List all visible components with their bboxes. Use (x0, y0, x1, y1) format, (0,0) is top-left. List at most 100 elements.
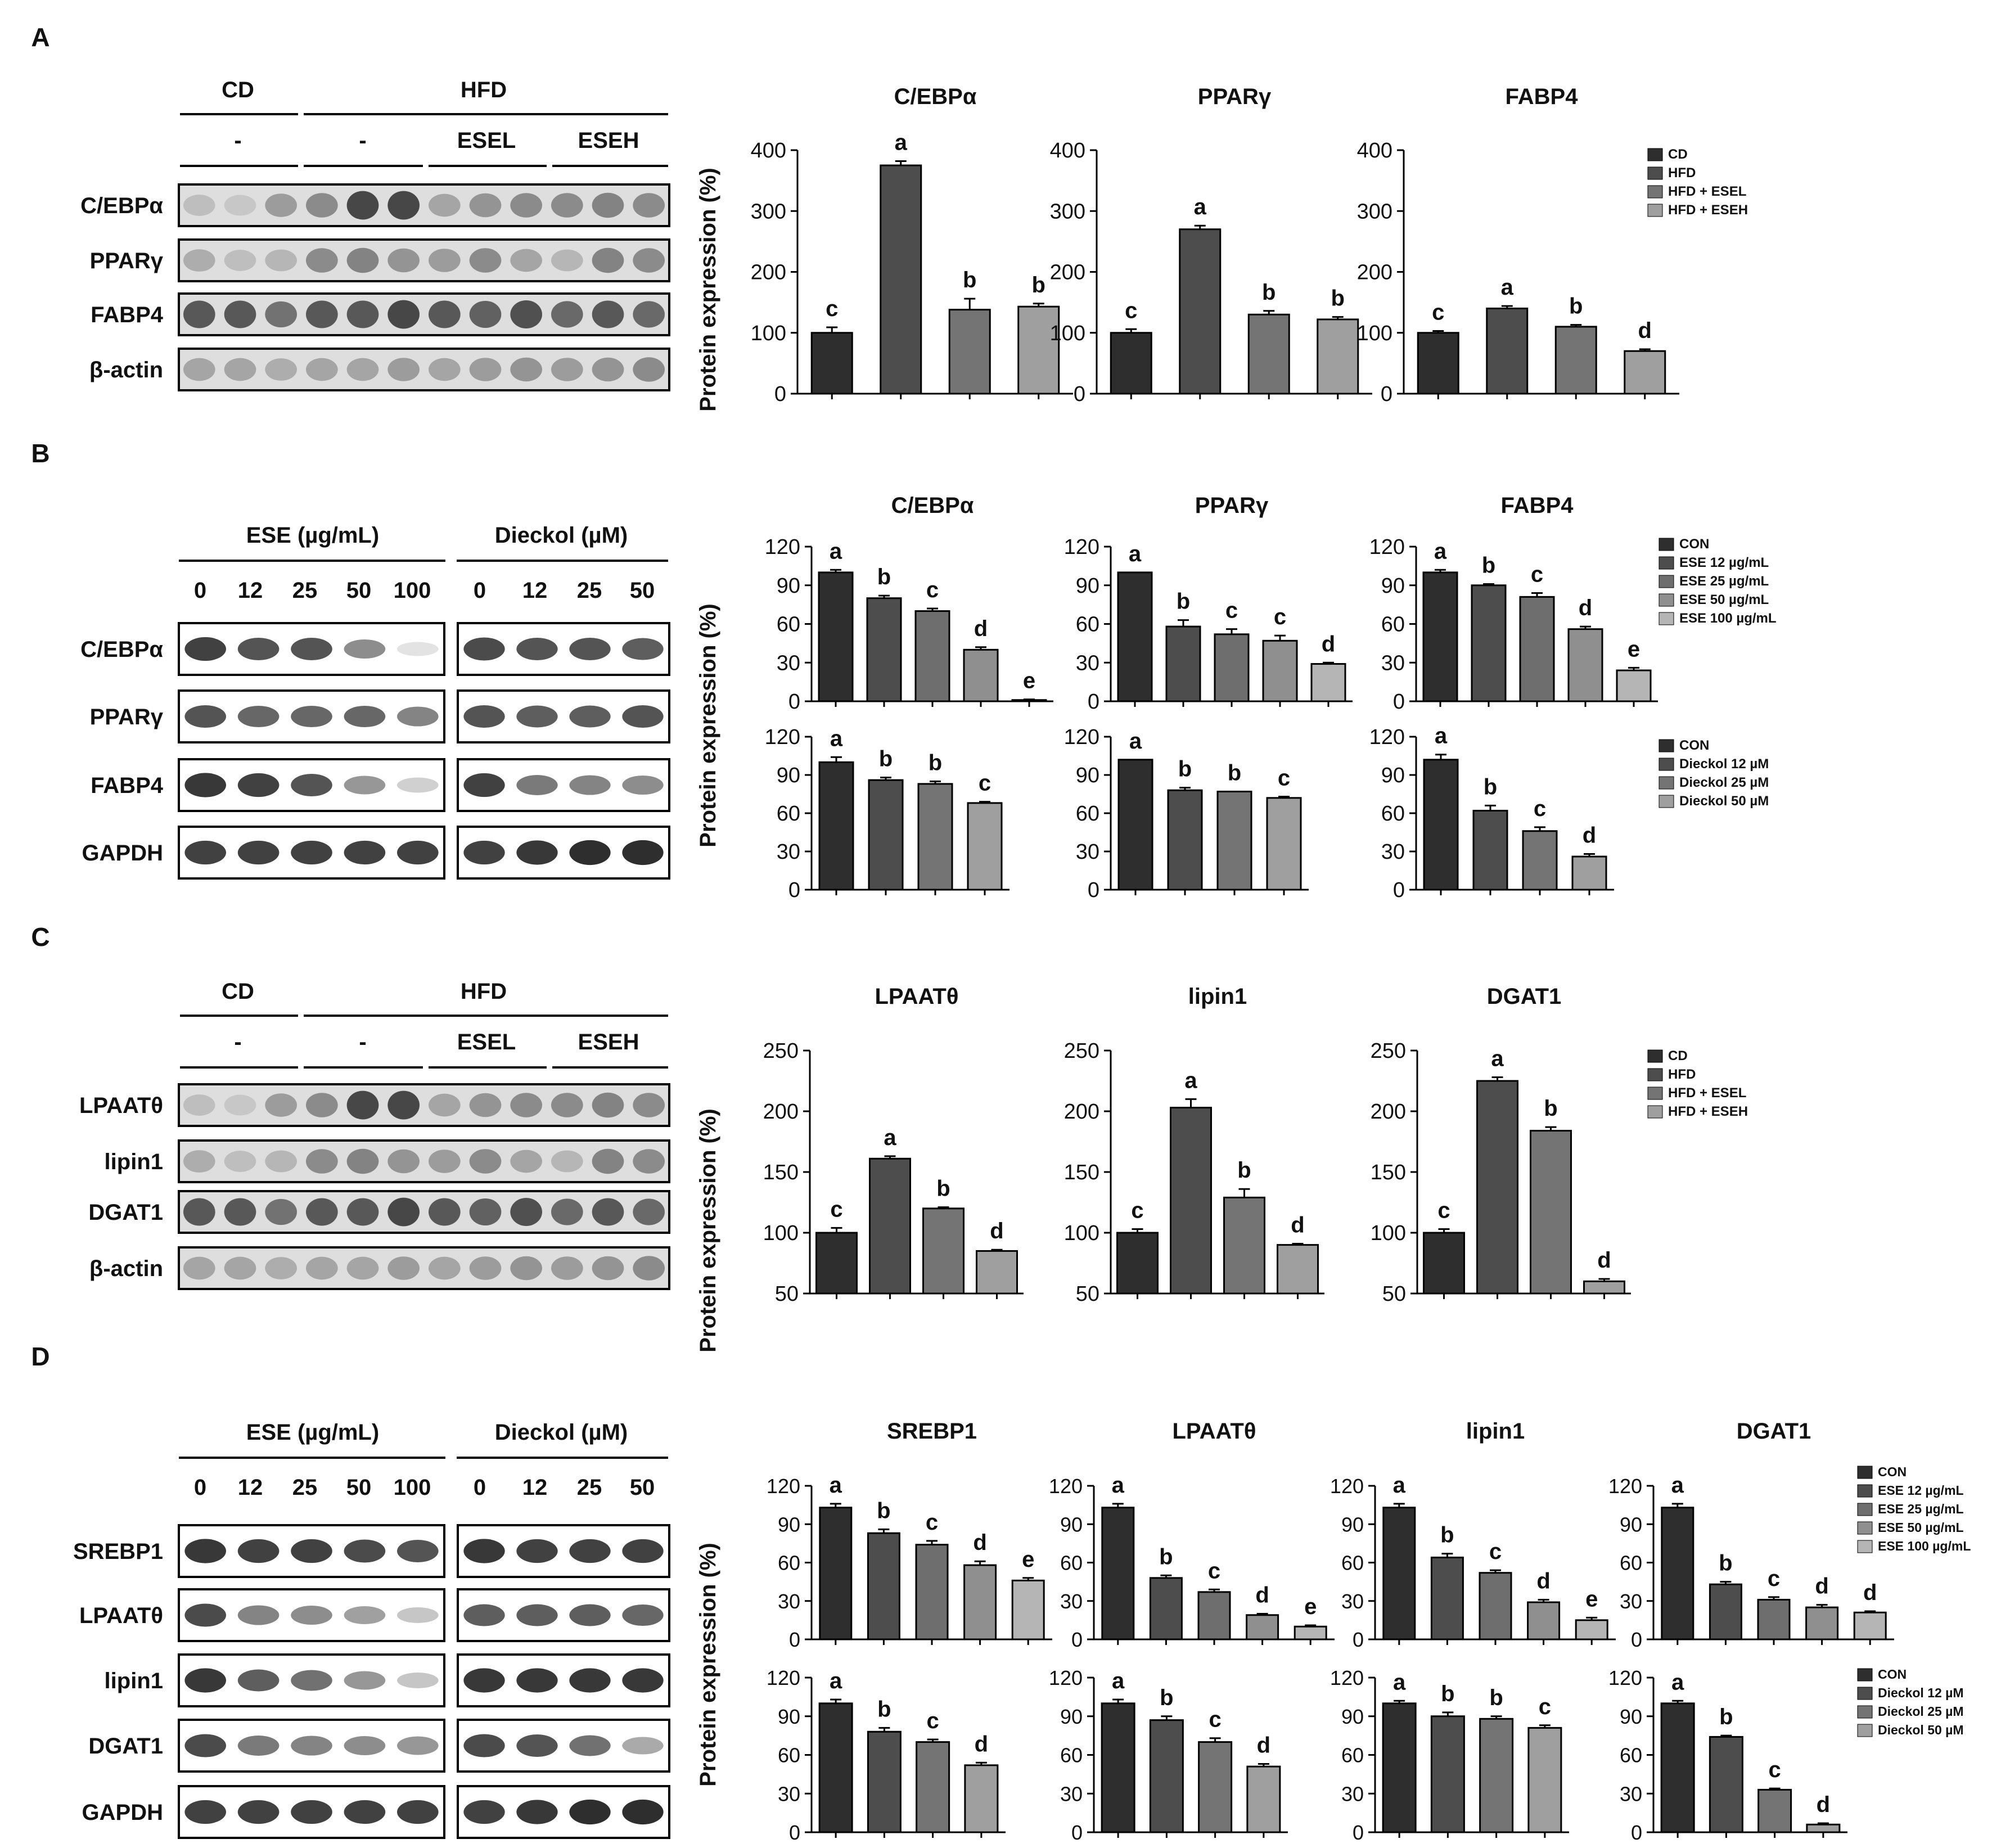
protein-band (633, 1093, 665, 1117)
protein-band (387, 300, 420, 329)
protein-band (396, 1539, 439, 1563)
protein-band (305, 1149, 338, 1174)
chart-d-bottom-1: 0 30 60 90 120 a b c d (767, 1666, 1006, 1844)
significance-letter: a (1491, 1047, 1504, 1071)
y-tick-label: 120 (1369, 535, 1405, 559)
protein-band (463, 1668, 505, 1693)
protein-band (291, 705, 332, 728)
bar (1247, 313, 1290, 395)
y-tick-label: 60 (1060, 1744, 1083, 1767)
legend-swatch (1857, 1668, 1873, 1682)
legend: CON Dieckol 12 µM Dieckol 25 µM Dieckol 50 … (1659, 738, 1769, 809)
y-tick-label: 60 (778, 1552, 800, 1575)
y-tick-label: 90 (1620, 1513, 1642, 1536)
y-tick-label: 100 (1064, 1222, 1099, 1245)
chart-b-bottom-3: 0 30 60 90 120 a b c d (1369, 724, 1614, 902)
protein-band (346, 1148, 379, 1174)
y-tick-label: 90 (778, 1513, 800, 1536)
protein-band (633, 248, 665, 273)
bar (1583, 1280, 1625, 1295)
blot-row-label: DGAT1 (88, 1200, 163, 1225)
significance-letter: a (1129, 542, 1142, 566)
significance-letter: a (1112, 1473, 1125, 1498)
significance-letter: c (1769, 1757, 1781, 1782)
y-tick-label: 0 (1071, 1821, 1083, 1844)
bar (818, 571, 854, 702)
bar (1117, 759, 1153, 891)
legend-swatch (1857, 1503, 1873, 1516)
protein-band (396, 642, 439, 656)
protein-band (428, 1093, 461, 1117)
protein-band (184, 840, 227, 865)
protein-band (387, 1197, 420, 1227)
legend-label: ESE 100 µg/mL (1679, 611, 1777, 626)
y-tick-label: 0 (1353, 1821, 1364, 1844)
bar (1216, 790, 1252, 891)
blot-strip-dieckol (457, 1524, 670, 1578)
y-tick-label: 250 (1371, 1039, 1406, 1063)
protein-band (551, 301, 583, 328)
chart-title: C/EBPα (891, 493, 974, 518)
significance-letter: e (1304, 1594, 1317, 1619)
legend-swatch (1647, 1087, 1663, 1100)
y-tick-label: 120 (765, 725, 800, 749)
bar (1661, 1507, 1694, 1640)
dieckol-dose-label: 50 (630, 1475, 655, 1500)
protein-band (184, 637, 227, 661)
protein-band (622, 1668, 664, 1693)
protein-band (551, 249, 583, 272)
legend: CON ESE 12 µg/mL ESE 25 µg/mL ESE 50 µg/mL E… (1857, 1464, 1971, 1553)
treatment-label: - (234, 128, 241, 153)
bar (1422, 571, 1458, 702)
legend-label: ESE 12 µg/mL (1679, 555, 1769, 570)
legend-swatch (1857, 1687, 1873, 1700)
significance-letter: b (1237, 1158, 1251, 1183)
bar (1317, 318, 1359, 395)
dieckol-dose-label: 25 (577, 578, 602, 603)
legend-swatch (1647, 148, 1663, 161)
protein-band (428, 358, 461, 381)
significance-letter: e (1585, 1586, 1598, 1611)
ese-dose-label: 100 (394, 578, 431, 603)
protein-band (305, 358, 338, 381)
blot-membrane (178, 1246, 670, 1290)
y-tick-label: 0 (1631, 1628, 1642, 1651)
blot-row-label: GAPDH (82, 1800, 163, 1825)
bar (1806, 1823, 1841, 1833)
protein-band (569, 1604, 611, 1626)
blot-strip-ese (178, 1524, 445, 1578)
y-tick-label: 60 (778, 1744, 800, 1767)
significance-letter: e (1022, 1547, 1034, 1572)
y-tick-label: 400 (751, 139, 786, 163)
chart-title: DGAT1 (1737, 1419, 1811, 1444)
blot-row-label: C/EBPα (80, 637, 163, 662)
significance-letter: a (1435, 724, 1448, 749)
bar (1149, 1577, 1183, 1640)
blot-strip (178, 1246, 670, 1290)
bar (1476, 1080, 1518, 1295)
treatment-label: ESEL (457, 128, 516, 153)
significance-letter: b (1262, 280, 1276, 305)
y-tick-label: 120 (1608, 1475, 1642, 1498)
protein-band (237, 840, 280, 865)
significance-letter: b (936, 1177, 950, 1201)
protein-band (516, 1604, 558, 1626)
protein-band (344, 1671, 386, 1690)
protein-band (592, 192, 624, 218)
blot-membrane (178, 238, 670, 282)
legend-label: ESE 50 µg/mL (1679, 592, 1769, 607)
significance-letter: d (1536, 1568, 1550, 1593)
chart-title: LPAATθ (1172, 1419, 1256, 1444)
protein-band (224, 300, 256, 328)
significance-letter: d (1597, 1248, 1611, 1273)
chart-c-3: 50 100 150 200 250 c a b d DGAT1 (1371, 984, 1631, 1306)
protein-band (592, 1198, 624, 1226)
protein-band (346, 1198, 379, 1226)
y-axis-title: Protein expression (%) (696, 1543, 720, 1786)
legend-swatch (1647, 1049, 1663, 1063)
protein-band (551, 1256, 583, 1280)
legend-swatch (1857, 1484, 1873, 1498)
bar (1660, 1702, 1695, 1833)
bar (1709, 1736, 1743, 1833)
blot-row-label: GAPDH (82, 841, 163, 866)
